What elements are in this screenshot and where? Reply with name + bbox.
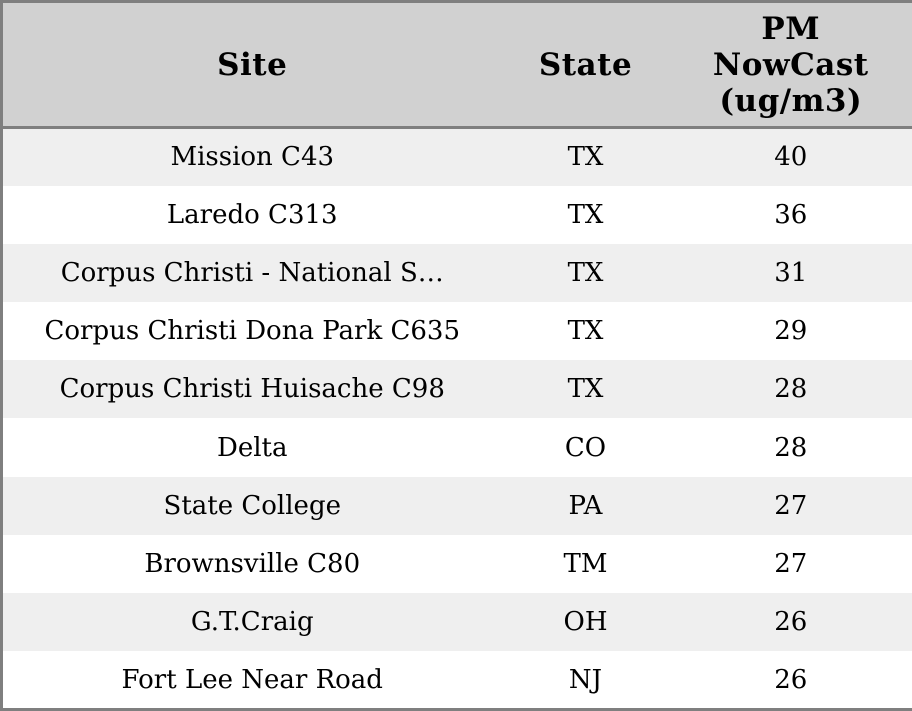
table-row: State College PA 27: [1, 476, 912, 535]
table-row: Brownsville C80 TM 27: [1, 534, 912, 593]
pm-nowcast-cell: 36: [669, 185, 912, 244]
pm-nowcast-cell: 28: [669, 418, 912, 477]
state-cell: NJ: [501, 651, 670, 710]
table-row: Corpus Christi Dona Park C635 TX 29: [1, 302, 912, 361]
state-cell: TX: [501, 360, 670, 419]
site-cell: Corpus Christi Huisache C98: [1, 360, 502, 419]
table-row: Delta CO 28: [1, 418, 912, 477]
site-cell: Laredo C313: [1, 185, 502, 244]
pm-header-line-2: NowCast: [712, 46, 869, 83]
state-cell: TX: [501, 127, 670, 186]
site-cell: Corpus Christi Dona Park C635: [1, 302, 502, 361]
state-cell: TM: [501, 534, 670, 593]
site-cell: Brownsville C80: [1, 534, 502, 593]
table-row: Mission C43 TX 40: [1, 127, 912, 186]
state-cell: OH: [501, 593, 670, 652]
table-body: Mission C43 TX 40 Laredo C313 TX 36 Corp…: [1, 127, 912, 710]
state-cell: PA: [501, 476, 670, 535]
table-row: Laredo C313 TX 36: [1, 185, 912, 244]
col-header-pm-nowcast[interactable]: PM NowCast (ug/m3): [669, 1, 912, 129]
pm-nowcast-cell: 40: [669, 127, 912, 186]
col-header-state[interactable]: State: [501, 1, 670, 129]
state-cell: TX: [501, 243, 670, 303]
table-header: Site State PM NowCast (ug/m3): [1, 1, 912, 129]
table-row: Corpus Christi - National S… TX 31: [1, 243, 912, 303]
table-row: Corpus Christi Huisache C98 TX 28: [1, 360, 912, 419]
pm-nowcast-cell: 29: [669, 302, 912, 361]
header-row: Site State PM NowCast (ug/m3): [1, 1, 912, 129]
site-cell: State College: [1, 476, 502, 535]
site-cell: Fort Lee Near Road: [1, 651, 502, 710]
col-header-site[interactable]: Site: [1, 1, 502, 129]
state-cell: CO: [501, 418, 670, 477]
pm-nowcast-cell: 28: [669, 360, 912, 419]
pm-nowcast-cell: 27: [669, 534, 912, 593]
table-row: Fort Lee Near Road NJ 26: [1, 651, 912, 710]
site-cell: G.T.Craig: [1, 593, 502, 652]
pm-nowcast-cell: 27: [669, 476, 912, 535]
state-cell: TX: [501, 185, 670, 244]
pm-header-line-3: (ug/m3): [719, 82, 863, 119]
pm-nowcast-cell: 31: [669, 243, 912, 303]
pm-nowcast-cell: 26: [669, 593, 912, 652]
site-cell: Delta: [1, 418, 502, 477]
table-row: G.T.Craig OH 26: [1, 593, 912, 652]
pm-nowcast-cell: 26: [669, 651, 912, 710]
site-cell: Corpus Christi - National S…: [1, 243, 502, 303]
site-cell: Mission C43: [1, 127, 502, 186]
state-cell: TX: [501, 302, 670, 361]
pm-header-line-1: PM: [761, 10, 821, 47]
